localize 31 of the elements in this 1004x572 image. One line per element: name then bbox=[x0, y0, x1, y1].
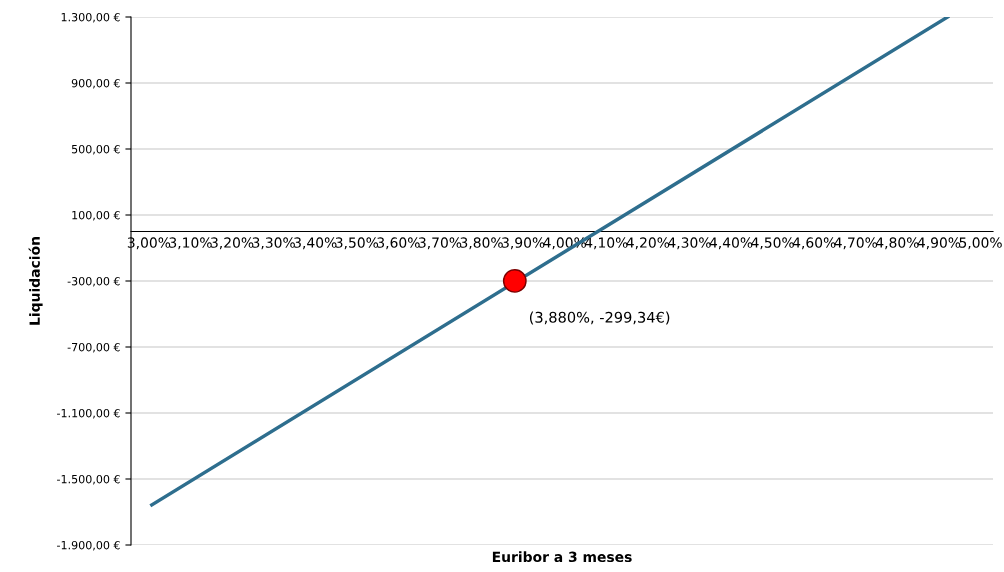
x-tick-label: 5,00% bbox=[959, 237, 1002, 250]
x-tick-label: 4,20% bbox=[626, 237, 670, 250]
x-tick-label: 4,70% bbox=[834, 237, 878, 250]
x-tick-label: 3,90% bbox=[502, 237, 545, 250]
x-tick-label: 4,40% bbox=[709, 237, 753, 250]
y-tick-label: 500,00 € bbox=[71, 144, 120, 155]
x-axis-title: Euribor a 3 meses bbox=[492, 551, 632, 563]
y-tick-label: 1.300,00 € bbox=[61, 12, 120, 23]
y-tick-label: 100,00 € bbox=[72, 210, 120, 221]
x-tick-label: 4,10% bbox=[584, 237, 628, 250]
x-tick-label: 4,80% bbox=[875, 237, 919, 250]
x-tick-label: 3,70% bbox=[418, 237, 462, 250]
x-tick-label: 4,30% bbox=[668, 237, 711, 250]
x-tick-label: 4,50% bbox=[751, 237, 794, 250]
x-tick-label: 3,20% bbox=[211, 237, 254, 250]
x-tick-label: 3,10% bbox=[169, 237, 212, 250]
y-tick-label: -1.900,00 € bbox=[57, 540, 120, 551]
x-tick-label: 3,30% bbox=[252, 237, 295, 250]
y-tick-label: -700,00 € bbox=[67, 342, 120, 353]
x-tick-label: 3,40% bbox=[294, 237, 337, 250]
y-tick-label: -1.500,00 € bbox=[57, 474, 120, 485]
y-tick-label: -1.100,00 € bbox=[57, 408, 120, 419]
y-tick-label: -300,00 € bbox=[67, 276, 120, 287]
y-axis-title: Liquidación bbox=[28, 237, 43, 325]
x-tick-label: 4,60% bbox=[792, 237, 836, 250]
x-tick-label: 3,50% bbox=[335, 237, 379, 250]
x-tick-label: 3,60% bbox=[377, 237, 420, 250]
x-tick-label: 4,90% bbox=[917, 237, 961, 250]
y-tick-label: 900,00 € bbox=[71, 78, 120, 89]
annotation: (3,880%, -299,34€) bbox=[529, 311, 670, 325]
x-tick-label: 3,80% bbox=[460, 237, 503, 250]
